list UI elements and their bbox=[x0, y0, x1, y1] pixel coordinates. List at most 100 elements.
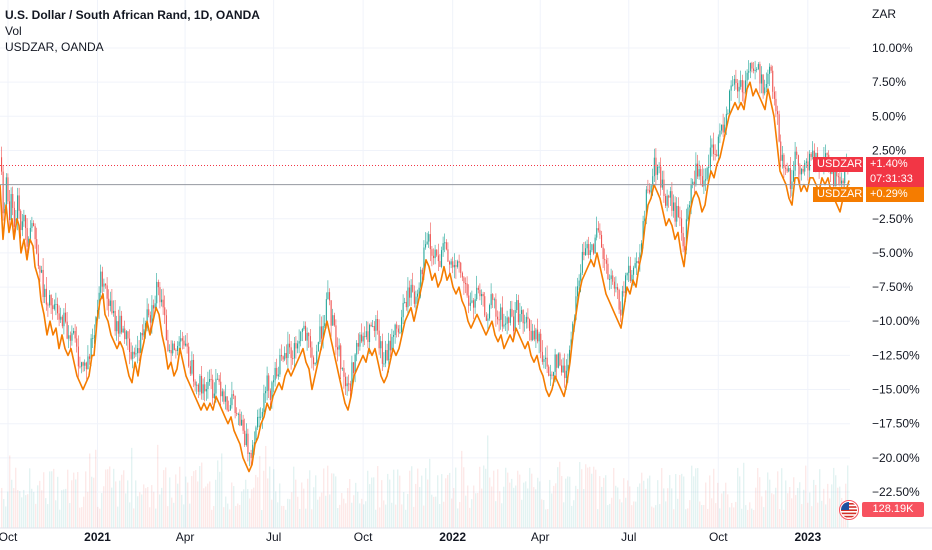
volume-bar bbox=[477, 492, 479, 528]
volume-bar bbox=[455, 467, 457, 528]
volume-bar bbox=[685, 509, 687, 528]
legend-compare[interactable]: USDZAR, OANDA bbox=[5, 40, 104, 54]
volume-bar bbox=[805, 465, 807, 528]
volume-bar bbox=[215, 479, 217, 528]
volume-bar bbox=[227, 503, 229, 528]
candle-body bbox=[521, 310, 523, 314]
volume-bar bbox=[733, 507, 735, 528]
volume-bar bbox=[293, 466, 295, 528]
candle-body bbox=[33, 223, 35, 227]
candle-body bbox=[233, 394, 235, 396]
volume-bar bbox=[607, 505, 609, 528]
candle-body bbox=[44, 288, 46, 298]
candle-body bbox=[476, 287, 478, 300]
volume-bar bbox=[247, 489, 249, 528]
candle-body bbox=[495, 299, 497, 317]
candle-body bbox=[639, 252, 641, 264]
candle-body bbox=[52, 305, 54, 310]
volume-bar bbox=[565, 478, 567, 528]
candle-body bbox=[786, 168, 788, 172]
candle-body bbox=[785, 167, 787, 169]
candle-body bbox=[260, 416, 262, 418]
y-axis[interactable]: 10.00% 7.50% 5.00% 2.50% −2.50% −5.00% −7.50% −… bbox=[872, 41, 920, 499]
volume-bar bbox=[535, 489, 537, 528]
candle-body bbox=[217, 378, 219, 380]
candle-body bbox=[420, 269, 422, 288]
candle-body bbox=[812, 150, 814, 157]
volume-bar bbox=[303, 488, 305, 528]
volume-bar bbox=[445, 478, 447, 528]
candle-body bbox=[497, 316, 499, 320]
volume-bar bbox=[463, 467, 465, 528]
candle-body bbox=[268, 375, 270, 391]
candle-body bbox=[93, 335, 95, 338]
volume-bar bbox=[369, 484, 371, 528]
candle-body bbox=[471, 300, 473, 303]
legend-title[interactable]: U.S. Dollar / South African Rand, 1D, OA… bbox=[5, 8, 260, 22]
volume-bar bbox=[371, 477, 373, 528]
candle-body bbox=[706, 167, 708, 180]
volume-bar bbox=[619, 499, 621, 528]
legend-volume[interactable]: Vol bbox=[5, 24, 22, 38]
candle-body bbox=[666, 195, 668, 206]
candle-body bbox=[615, 287, 617, 289]
candle-body bbox=[588, 244, 590, 255]
candle-body bbox=[380, 341, 382, 349]
candle-body bbox=[519, 313, 521, 323]
volume-bar bbox=[251, 489, 253, 528]
volume-bar bbox=[195, 470, 197, 528]
volume-bar bbox=[689, 500, 691, 528]
candle-body bbox=[674, 202, 676, 222]
volume-bar bbox=[191, 476, 193, 528]
volume-bar bbox=[409, 470, 411, 528]
candle-body bbox=[553, 371, 555, 376]
volume-bar bbox=[71, 480, 73, 528]
candle-body bbox=[537, 329, 539, 342]
volume-bar bbox=[621, 502, 623, 528]
volume-bar bbox=[511, 478, 513, 528]
volume-bar bbox=[55, 500, 57, 528]
candle-body bbox=[644, 218, 646, 222]
candle-body bbox=[413, 291, 415, 304]
candle-body bbox=[601, 234, 603, 248]
volume-bar bbox=[411, 466, 413, 528]
candle-body bbox=[799, 164, 801, 175]
volume-bar bbox=[493, 470, 495, 528]
candle-body bbox=[236, 412, 238, 415]
volume-bar bbox=[139, 492, 141, 528]
volume-bar bbox=[405, 509, 407, 528]
volume-bar bbox=[589, 466, 591, 528]
volume-bar bbox=[329, 494, 331, 528]
candle-body bbox=[687, 207, 689, 220]
candle-body bbox=[76, 338, 78, 347]
volume-bar bbox=[229, 509, 231, 528]
candle-body bbox=[605, 260, 607, 264]
volume-bar bbox=[375, 509, 377, 528]
volume-bar bbox=[389, 479, 391, 528]
volume-bar bbox=[189, 503, 191, 528]
candle-body bbox=[389, 340, 391, 351]
candle-body bbox=[82, 362, 84, 366]
candle-body bbox=[81, 362, 83, 367]
candle-body bbox=[769, 66, 771, 74]
candle-body bbox=[810, 153, 812, 157]
candle-body bbox=[207, 381, 209, 390]
candle-body bbox=[746, 72, 748, 81]
volume-bar bbox=[123, 470, 125, 528]
volume-bar bbox=[591, 473, 593, 528]
volume-bar bbox=[695, 468, 697, 528]
candle-body bbox=[604, 258, 606, 261]
candle-body bbox=[193, 359, 195, 382]
volume-bar bbox=[495, 501, 497, 528]
volume-bar bbox=[811, 506, 813, 528]
candle-body bbox=[191, 359, 193, 374]
x-axis[interactable]: Oct 2021 Apr Jul Oct 2022 Apr Jul Oct 2023 bbox=[0, 527, 932, 544]
candle-body bbox=[177, 345, 179, 352]
volume-bar bbox=[3, 499, 5, 528]
candle-body bbox=[778, 114, 780, 142]
candle-body bbox=[225, 396, 227, 402]
candle-body bbox=[425, 244, 427, 248]
volume-bar bbox=[267, 478, 269, 528]
candle-body bbox=[581, 251, 583, 273]
